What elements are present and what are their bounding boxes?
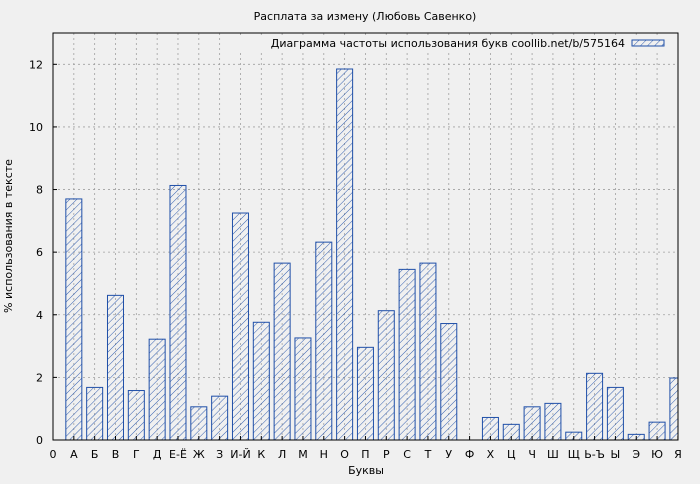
x-tick-label: В	[112, 448, 120, 461]
legend-label: Диаграмма частоты использования букв coo…	[271, 37, 625, 50]
x-tick-label: Н	[320, 448, 328, 461]
bar	[377, 310, 395, 441]
bar	[127, 390, 145, 441]
x-tick-label: А	[70, 448, 78, 461]
x-tick-label: 0	[50, 448, 57, 461]
y-axis-ticks: 0 2 4 6 8 10 12	[29, 58, 57, 447]
y-tick-label: 12	[29, 58, 43, 71]
bar	[106, 294, 124, 441]
x-tick-label: Ы	[611, 448, 621, 461]
x-tick-label: О	[340, 448, 349, 461]
legend-background	[240, 35, 672, 53]
bar	[336, 68, 354, 441]
x-tick-label: Г	[133, 448, 140, 461]
y-tick-label: 0	[36, 434, 43, 447]
grid-lines	[53, 33, 679, 440]
x-tick-label: К	[257, 448, 265, 461]
bar	[211, 395, 229, 441]
x-tick-label: И-Й	[230, 448, 250, 461]
x-tick-label: Е-Ё	[169, 448, 187, 461]
x-tick-label: Я	[674, 448, 682, 461]
bar	[273, 262, 291, 441]
x-tick-label: Т	[424, 448, 432, 461]
x-tick-label: У	[445, 448, 452, 461]
bar	[356, 346, 374, 441]
x-tick-label: Ь-Ъ	[584, 448, 605, 461]
bar	[398, 268, 416, 441]
y-tick-label: 10	[29, 121, 43, 134]
bar	[606, 386, 624, 441]
x-tick-label: Р	[383, 448, 390, 461]
bar	[419, 262, 437, 441]
bar	[440, 323, 458, 441]
bar	[586, 372, 604, 441]
x-tick-label: Ф	[465, 448, 474, 461]
x-tick-label: Э	[632, 448, 640, 461]
bar	[669, 377, 679, 441]
bar	[294, 337, 312, 441]
x-tick-label: Л	[278, 448, 286, 461]
x-tick-label: П	[361, 448, 369, 461]
x-tick-label: Ч	[528, 448, 536, 461]
x-tick-label: Ш	[547, 448, 559, 461]
x-tick-label: Х	[487, 448, 495, 461]
x-tick-label: Б	[91, 448, 99, 461]
y-tick-label: 4	[36, 309, 43, 322]
x-tick-label: Д	[153, 448, 162, 461]
bars	[65, 68, 679, 441]
bar	[523, 406, 541, 441]
bar	[86, 386, 104, 441]
bar	[231, 212, 249, 441]
y-tick-label: 6	[36, 246, 43, 259]
x-axis-ticks: 0 А Б В Г Д Е-Ё Ж З И-Й К Л М Н О П Р С Т У Ф Х Ц Ч Ш Щ Ь-Ъ Ы Э Ю Я	[50, 436, 682, 461]
y-tick-label: 2	[36, 371, 43, 384]
bar	[544, 402, 562, 441]
legend: Диаграмма частоты использования букв coo…	[240, 35, 672, 53]
x-tick-label: Щ	[568, 448, 580, 461]
bar	[190, 406, 208, 441]
x-tick-label: С	[403, 448, 411, 461]
y-tick-label: 8	[36, 184, 43, 197]
x-tick-label: Ц	[507, 448, 516, 461]
y-axis-label: % использования в тексте	[2, 159, 15, 313]
x-tick-label: Ю	[651, 448, 663, 461]
x-axis-label: Буквы	[348, 464, 384, 477]
bar	[169, 184, 187, 441]
bar	[252, 321, 270, 441]
chart-title: Расплата за измену (Любовь Савенко)	[254, 10, 477, 23]
x-tick-label: М	[298, 448, 308, 461]
x-tick-label: З	[216, 448, 223, 461]
bar	[148, 338, 166, 441]
bar	[315, 241, 333, 441]
legend-swatch	[631, 39, 665, 47]
bar	[65, 198, 83, 441]
x-tick-label: Ж	[193, 448, 205, 461]
